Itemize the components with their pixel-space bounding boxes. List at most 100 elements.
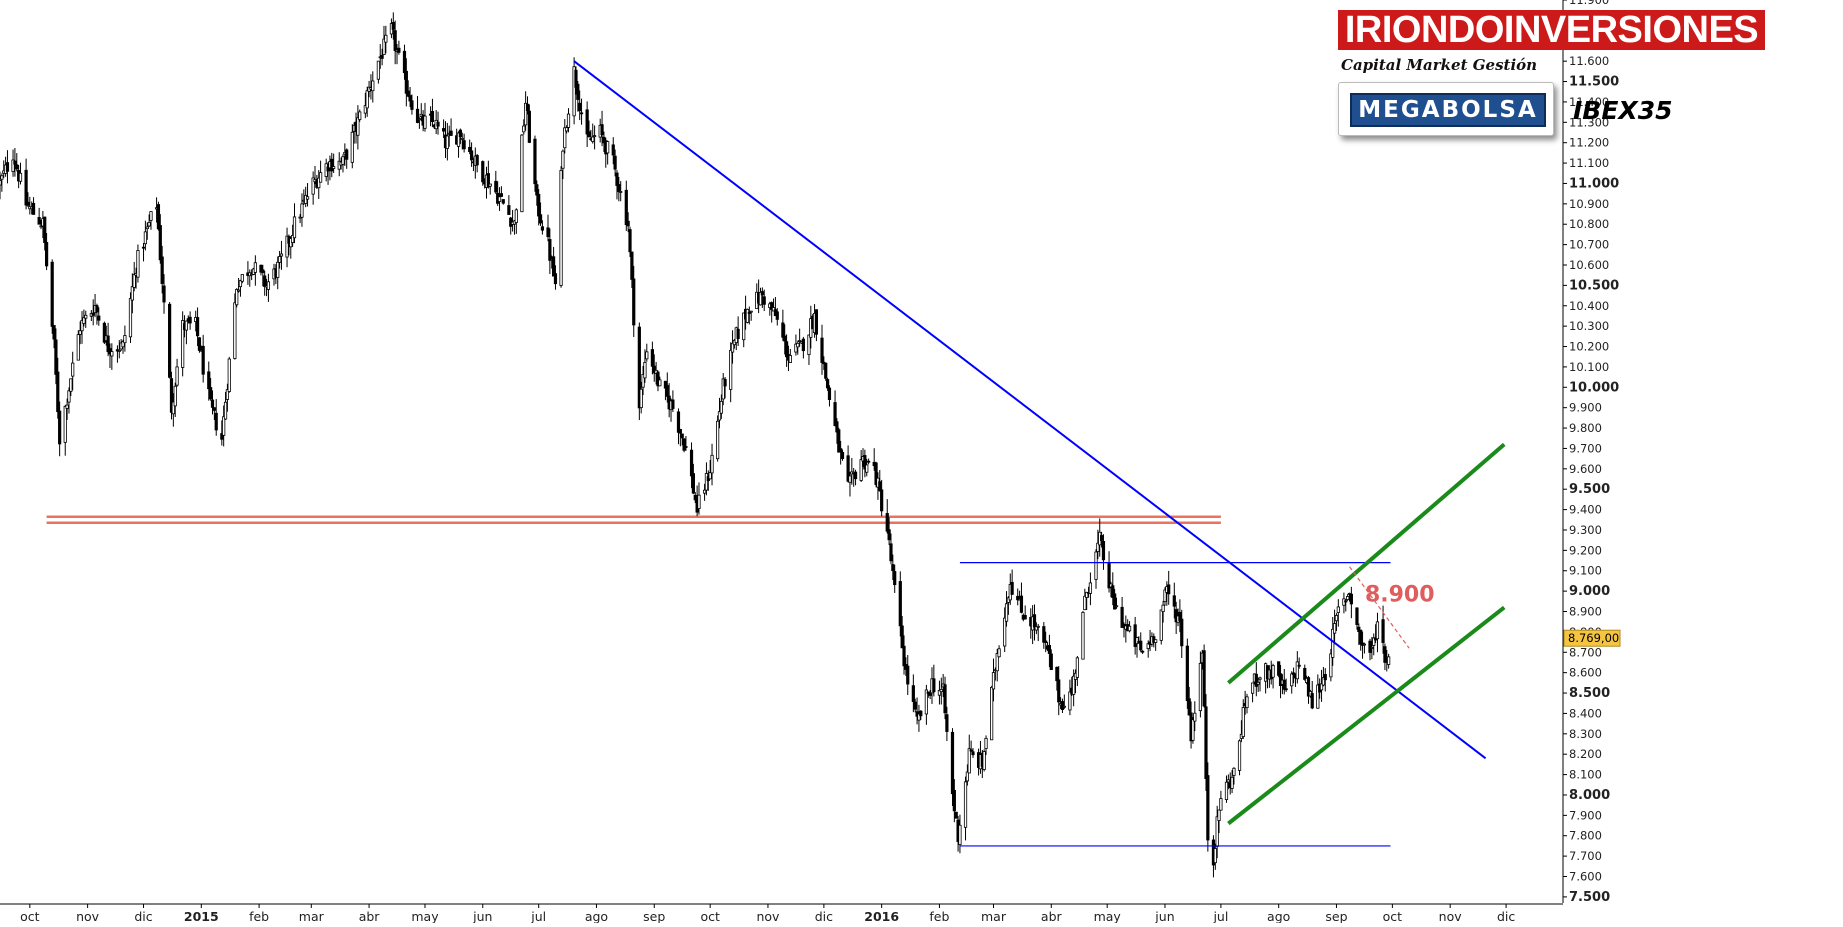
candle-body [1191,719,1195,741]
candle-body [1100,535,1104,541]
y-tick-label: 10.100 [1569,360,1609,374]
candle-body [1290,673,1294,687]
candle-body [442,128,446,132]
x-tick-label: sep [643,909,665,923]
x-tick-label: abr [1041,909,1063,923]
candle-body [945,714,949,732]
candle-body [436,121,440,127]
candle-body [123,335,127,344]
candle-body [1055,666,1059,682]
candle-body [184,320,188,331]
candle-body [1232,767,1236,776]
candle-body [462,140,466,150]
candle-body [937,689,942,696]
resistance-level-label: 8.900 [1365,582,1435,607]
candle-body [730,342,735,353]
candle-body [708,472,712,480]
candle-body [900,625,904,649]
candle-body [758,291,763,306]
y-tick-label: 11.400 [1569,95,1609,109]
x-tick-label: ago [585,909,608,923]
candle-body [319,172,323,183]
candle-body [1161,604,1165,612]
y-tick-label: 7.500 [1569,890,1610,905]
candle-body [682,438,686,451]
candle-body [1083,595,1087,611]
candle-body [837,429,841,453]
y-tick-label: 7.900 [1569,808,1602,822]
candle-body [168,303,172,378]
partner-logo: MEGABOLSA [1338,82,1554,136]
candle-body [522,125,526,133]
candle-body [404,70,408,94]
y-tick-label: 10.500 [1569,278,1619,293]
candle-body [173,385,177,407]
candle-body [1284,688,1288,691]
candle-body [1198,662,1202,712]
annotation-layer-back [46,515,1221,525]
x-tick-label: feb [929,909,949,923]
y-tick-label: 9.700 [1569,441,1602,455]
candle-body [1349,593,1353,605]
candle-body [332,166,336,169]
candle-body [279,253,284,257]
candle-body [341,156,345,165]
candle-body [932,678,936,693]
candle-body [1085,591,1089,598]
candle-body [449,130,453,136]
candle-body [1075,657,1079,678]
candle-body [52,325,56,340]
candle-body [736,328,740,339]
candle-body [311,177,315,195]
candle-body [723,378,727,387]
candle-body [1068,691,1072,711]
candle-body [1241,707,1245,737]
candle-body [678,428,682,434]
candle-body [384,34,388,43]
candle-body [663,380,668,389]
candle-body [1057,679,1061,703]
candle-body [326,166,330,172]
candle-body [410,100,414,110]
y-tick-label: 10.800 [1569,217,1609,231]
candle-body [1219,798,1223,811]
candle-body [1036,625,1040,628]
index-name: IBEX35 [1573,96,1673,125]
candle-body [525,103,530,111]
candle-body [796,342,800,348]
y-tick-label: 9.900 [1569,401,1602,415]
short-term-resistance [1349,566,1410,649]
candle-body [1202,650,1206,707]
y-tick-label: 10.200 [1569,340,1609,354]
candle-body [807,334,811,355]
candle-body [110,351,114,357]
candle-body [563,127,567,149]
candle-body [824,362,828,379]
candle-body [253,262,257,273]
candle-body [602,136,606,144]
candle-body [551,256,556,277]
candle-body [460,137,464,140]
candle-body [1215,816,1219,847]
candle-body [611,144,615,156]
candle-body [760,291,764,296]
candle-body [300,203,304,218]
candle-body [263,275,267,287]
y-tick-label: 11.000 [1569,176,1619,191]
candle-body [456,132,461,147]
candle-body [535,184,539,196]
candle-body [91,312,95,316]
candle-body [867,460,871,463]
y-tick-label: 9.400 [1569,503,1602,517]
candle-body [716,420,720,460]
candle-body [0,175,4,180]
candle-body [0,180,2,186]
candle-body [1141,650,1145,653]
candle-body [697,494,701,509]
candle-body [615,172,619,186]
candle-body [952,790,956,812]
candle-body [197,337,202,351]
candle-body [292,216,297,239]
candle-body [839,448,843,453]
